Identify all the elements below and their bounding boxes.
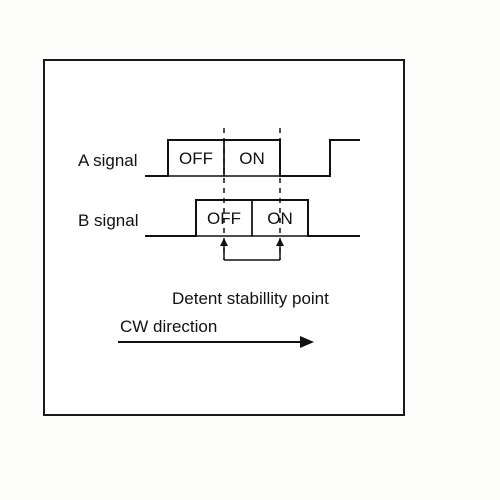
a-signal-label: A signal [78, 151, 138, 170]
a-on-label: ON [239, 149, 265, 168]
a-off-label: OFF [179, 149, 213, 168]
detent-label: Detent stabillity point [172, 289, 329, 308]
b-on-label: ON [267, 209, 293, 228]
cw-direction-label: CW direction [120, 317, 217, 336]
diagram-canvas: A signal B signal OFF ON OFF ON Detent stabill… [0, 0, 500, 500]
outer-frame [44, 60, 404, 415]
b-off-label: OFF [207, 209, 241, 228]
b-signal-label: B signal [78, 211, 138, 230]
